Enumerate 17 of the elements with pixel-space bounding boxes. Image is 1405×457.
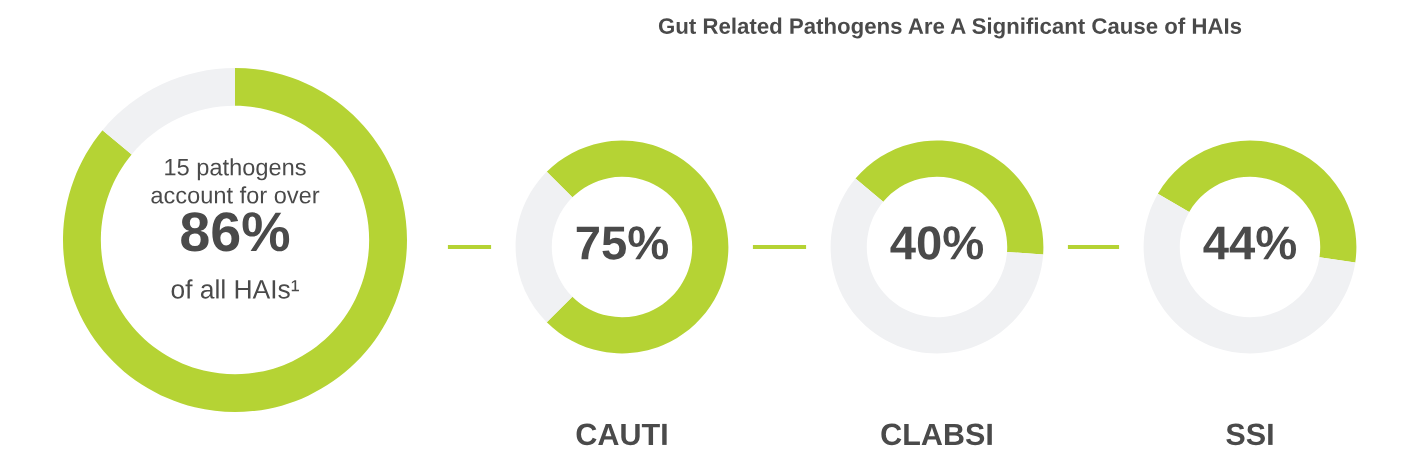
donut-slice bbox=[830, 178, 1044, 354]
text: CLABSI bbox=[881, 423, 992, 446]
text: of all HAIs¹ bbox=[171, 279, 299, 299]
data-label: 86% bbox=[181, 212, 290, 252]
text: CAUTI bbox=[576, 423, 667, 446]
text: Gut Related Pathogens Are A Significant Cause of HAIs bbox=[658, 17, 1242, 39]
donut-slice bbox=[102, 68, 235, 155]
donut-slice bbox=[546, 140, 729, 354]
data-label: 44% bbox=[1203, 226, 1297, 260]
donut-slice bbox=[63, 68, 407, 412]
data-label: 40% bbox=[890, 226, 984, 260]
data-label: 75% bbox=[576, 226, 669, 260]
text: 15 pathogens account for over bbox=[151, 158, 320, 204]
donut-slice bbox=[515, 171, 573, 323]
donut-slice bbox=[1143, 193, 1356, 354]
text: SSI bbox=[1226, 423, 1273, 446]
donut-slice bbox=[1157, 140, 1357, 263]
